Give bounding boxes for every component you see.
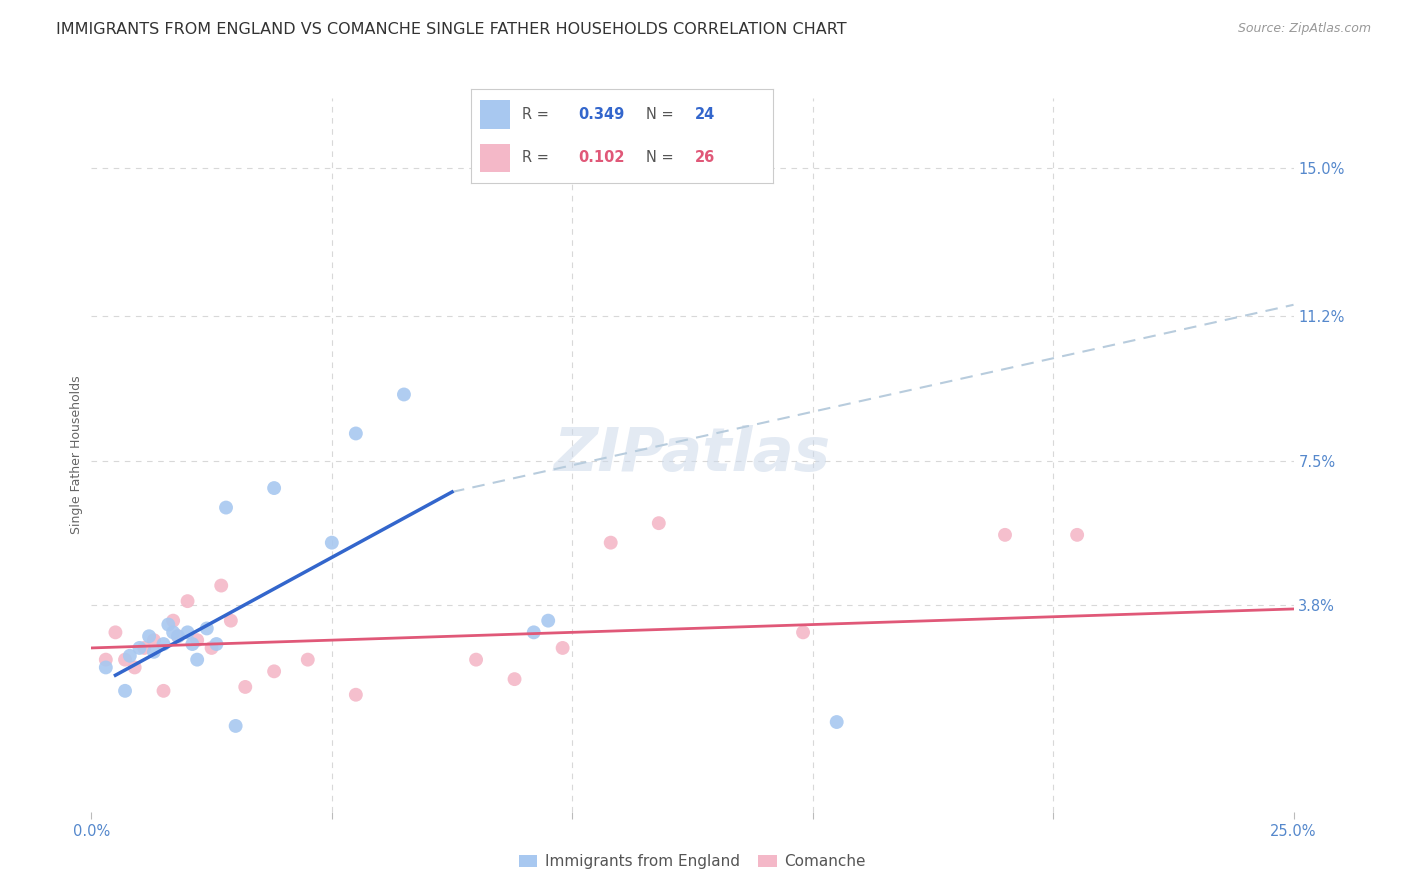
Text: 0.102: 0.102 <box>578 150 624 165</box>
Point <box>201 640 224 655</box>
Text: IMMIGRANTS FROM ENGLAND VS COMANCHE SINGLE FATHER HOUSEHOLDS CORRELATION CHART: IMMIGRANTS FROM ENGLAND VS COMANCHE SING… <box>56 22 846 37</box>
Point <box>225 719 247 733</box>
Point <box>263 481 285 495</box>
Text: Source: ZipAtlas.com: Source: ZipAtlas.com <box>1237 22 1371 36</box>
Point <box>157 617 180 632</box>
Point <box>167 629 190 643</box>
Legend: Immigrants from England, Comanche: Immigrants from England, Comanche <box>513 848 872 875</box>
Text: 26: 26 <box>695 150 716 165</box>
Point <box>233 680 256 694</box>
Point <box>465 653 488 667</box>
Point <box>1066 528 1088 542</box>
Text: R =: R = <box>523 107 550 122</box>
Point <box>219 614 242 628</box>
Bar <box>479 144 510 171</box>
Point <box>215 500 238 515</box>
Point <box>152 683 174 698</box>
Point <box>195 622 218 636</box>
Bar <box>479 101 510 128</box>
Point <box>104 625 127 640</box>
Point <box>162 614 184 628</box>
Point <box>994 528 1017 542</box>
Point <box>134 640 156 655</box>
Y-axis label: Single Father Households: Single Father Households <box>70 376 83 534</box>
Point <box>537 614 560 628</box>
Point <box>523 625 546 640</box>
Point <box>263 665 285 679</box>
Point <box>648 516 671 531</box>
Point <box>503 672 526 686</box>
Point <box>186 653 208 667</box>
Point <box>344 426 367 441</box>
Point <box>124 660 146 674</box>
Point <box>792 625 814 640</box>
Text: ZIPatlas: ZIPatlas <box>554 425 831 484</box>
Text: 0.349: 0.349 <box>578 107 624 122</box>
Point <box>176 625 198 640</box>
Point <box>114 653 136 667</box>
Text: N =: N = <box>647 150 673 165</box>
Point <box>142 645 165 659</box>
Point <box>297 653 319 667</box>
Point <box>94 660 117 674</box>
Point <box>186 633 208 648</box>
Point <box>825 714 848 729</box>
Point <box>321 535 343 549</box>
Point <box>118 648 141 663</box>
Point <box>551 640 574 655</box>
Point <box>181 637 204 651</box>
Point <box>176 594 198 608</box>
Point <box>599 535 621 549</box>
Point <box>392 387 415 401</box>
Point <box>142 633 165 648</box>
Point <box>128 640 150 655</box>
Point <box>114 683 136 698</box>
Point <box>152 637 174 651</box>
Text: 24: 24 <box>695 107 716 122</box>
Point <box>209 578 232 592</box>
Point <box>138 629 160 643</box>
Text: R =: R = <box>523 150 550 165</box>
Point <box>205 637 228 651</box>
Point <box>162 625 184 640</box>
Point <box>344 688 367 702</box>
Point <box>167 629 190 643</box>
Text: N =: N = <box>647 107 673 122</box>
Point <box>94 653 117 667</box>
